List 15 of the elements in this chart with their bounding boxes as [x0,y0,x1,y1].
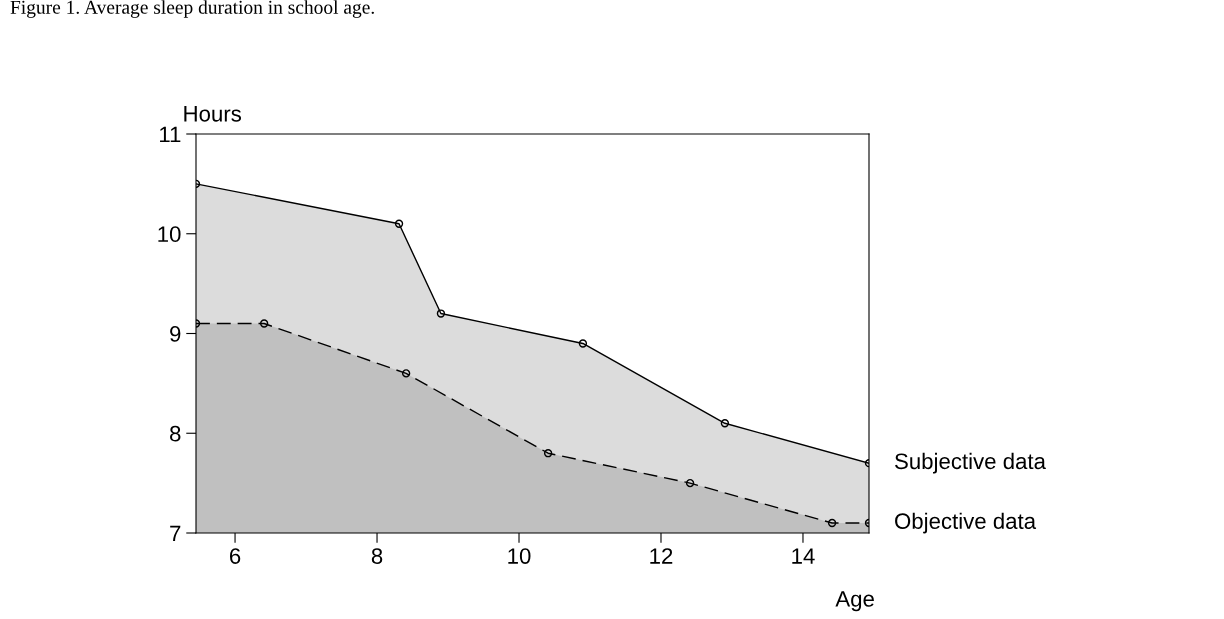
chart-title: Figure 1. Average sleep duration in school age. [10,0,374,18]
series-label: Subjective data [895,452,1046,474]
x-axis-title: Age [835,591,874,612]
x-tick-label: 6 [229,548,241,564]
y-tick-label: 8 [170,425,181,442]
series-label: Objective data [895,512,1037,534]
y-tick-label: 10 [158,226,181,243]
x-tick-label: 10 [508,548,531,564]
y-tick-label: 9 [170,326,181,342]
y-tick-label: 7 [170,525,181,542]
x-tick-label: 8 [371,548,383,564]
x-tick-label: 12 [650,548,673,564]
y-tick-label: 11 [160,126,181,143]
x-tick-label: 14 [792,548,815,564]
y-axis-title: Hours [184,106,242,122]
